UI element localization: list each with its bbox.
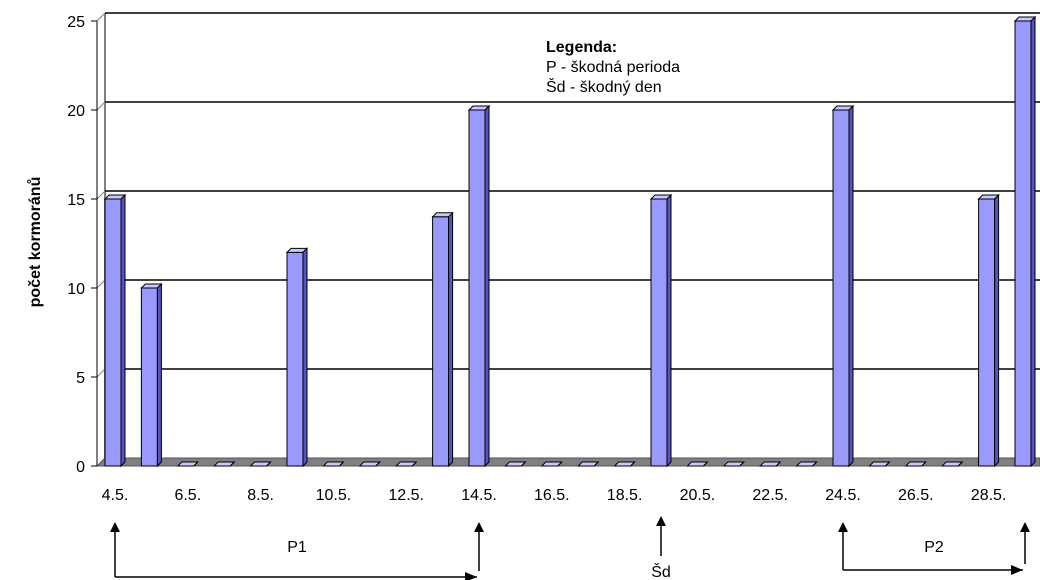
legend: Legenda: P - škodná perioda Šd - škodný … (546, 38, 806, 98)
bar (467, 104, 491, 468)
bar (940, 461, 964, 467)
plot-floor (95, 457, 1040, 467)
bar (831, 104, 855, 468)
x-tick-label: 16.5. (534, 487, 570, 504)
bar (176, 461, 200, 467)
bar (686, 461, 709, 467)
bar (504, 461, 527, 467)
x-tick-label: 8.5. (247, 487, 274, 504)
x-tick-label: 6.5. (174, 487, 201, 504)
y-tick-label: 10 (67, 281, 85, 298)
x-tick-label: 4.5. (102, 487, 129, 504)
bar (140, 282, 163, 468)
bar (613, 461, 636, 467)
x-tick-label: 26.5. (898, 487, 934, 504)
bar (904, 461, 928, 467)
y-tick-label: 15 (67, 192, 85, 209)
legend-line-day: Šd - škodný den (546, 79, 662, 96)
bar (103, 193, 127, 468)
bar (1013, 15, 1037, 468)
gridline-diagonal (96, 101, 106, 111)
x-tick-label: 18.5. (607, 487, 643, 504)
bar (249, 461, 272, 467)
bar (212, 461, 236, 467)
bar (358, 461, 382, 467)
y-tick-label: 25 (67, 14, 85, 31)
annotation-label: P1 (287, 539, 307, 556)
bar (285, 247, 309, 468)
bar (540, 461, 564, 467)
gridline-diagonal (96, 12, 106, 22)
axis-layer (91, 20, 98, 467)
bar (394, 461, 418, 467)
x-tick-label: 24.5. (825, 487, 861, 504)
annotation-layer: P1 Šd P2 (110, 516, 1030, 580)
y-axis-label: počet kormoránů (27, 177, 44, 308)
x-tick-label: 22.5. (752, 487, 788, 504)
bar (977, 193, 1000, 468)
bar (649, 193, 673, 468)
y-tick-label: 0 (76, 459, 85, 476)
x-tick-label: 20.5. (680, 487, 716, 504)
legend-title: Legenda: (546, 39, 618, 56)
ticks-layer: 0 5 10 15 20 25 4.5. 6.5. 8.5. 10.5. 12.5. 14.5. 16.… (67, 14, 1006, 504)
bar (722, 461, 746, 467)
bar (795, 461, 818, 467)
gridline-diagonal (96, 279, 106, 289)
y-tick-label: 5 (76, 370, 85, 387)
bar (431, 211, 454, 468)
x-tick-label: 10.5. (316, 487, 352, 504)
bar (868, 461, 891, 467)
x-tick-label: 28.5. (971, 487, 1007, 504)
bars-layer (103, 15, 1037, 468)
annotation-label: Šd (651, 562, 671, 580)
gridline-diagonal (96, 368, 106, 378)
bar (758, 461, 782, 467)
legend-line-period: P - škodná perioda (546, 59, 681, 76)
bar (322, 461, 345, 467)
gridline-diagonal (96, 190, 106, 200)
x-tick-label: 12.5. (388, 487, 424, 504)
annotation-label: P2 (924, 539, 944, 556)
bar (576, 461, 600, 467)
x-tick-label: 14.5. (461, 487, 497, 504)
y-tick-label: 20 (67, 103, 85, 120)
